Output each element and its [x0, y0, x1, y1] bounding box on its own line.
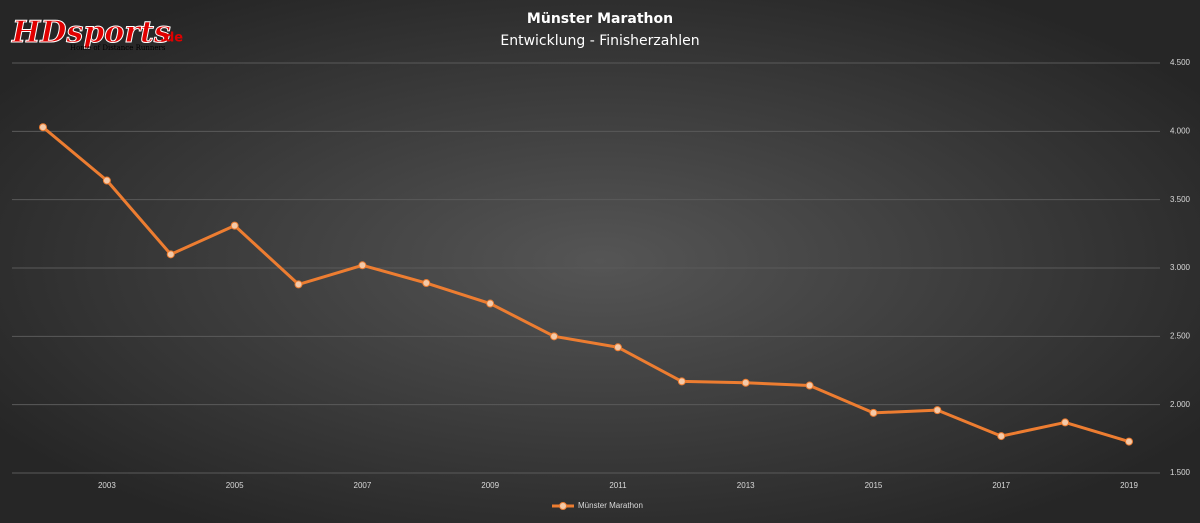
x-tick-label: 2011 [609, 481, 627, 490]
data-point [869, 408, 878, 417]
chart-subtitle: Entwicklung - Finisherzahlen [500, 33, 699, 49]
y-tick-label: 1.500 [1170, 468, 1191, 477]
legend-label: Münster Marathon [578, 501, 643, 510]
logo-tagline: Home of Distance Runners [70, 44, 166, 52]
data-point [1061, 418, 1070, 427]
data-point [1125, 437, 1133, 446]
y-tick-label: 4.500 [1170, 58, 1191, 67]
data-point [166, 250, 175, 259]
data-point [294, 280, 303, 289]
y-tick-label: 3.000 [1170, 263, 1191, 272]
y-tick-label: 4.000 [1170, 126, 1191, 135]
x-tick-label: 2003 [98, 481, 116, 490]
y-tick-label: 2.500 [1170, 331, 1191, 340]
x-tick-label: 2009 [481, 481, 499, 490]
data-point [933, 406, 942, 415]
x-tick-label: 2005 [226, 481, 244, 490]
logo-brand: HDsports [11, 15, 171, 50]
data-point [741, 378, 750, 387]
data-point [230, 221, 239, 230]
chart-title: Münster Marathon [527, 11, 673, 27]
x-tick-label: 2019 [1120, 481, 1138, 490]
legend-marker [559, 502, 567, 510]
data-point [39, 123, 47, 132]
y-tick-label: 3.500 [1170, 195, 1191, 204]
data-point [805, 381, 814, 390]
data-point [422, 279, 431, 288]
data-point [486, 299, 495, 308]
data-point [550, 332, 559, 341]
logo: HDsports .de Home of Distance Runners [11, 15, 184, 53]
x-tick-label: 2015 [865, 481, 883, 490]
data-point [613, 343, 622, 352]
y-tick-label: 2.000 [1170, 400, 1191, 409]
x-tick-label: 2017 [992, 481, 1010, 490]
x-tick-label: 2007 [354, 481, 372, 490]
data-point [997, 432, 1006, 441]
logo-suffix: .de [160, 31, 183, 46]
x-tick-label: 2013 [737, 481, 755, 490]
data-point [102, 176, 111, 185]
data-point [677, 377, 686, 386]
data-point [358, 261, 367, 270]
series-line [42, 126, 1130, 444]
